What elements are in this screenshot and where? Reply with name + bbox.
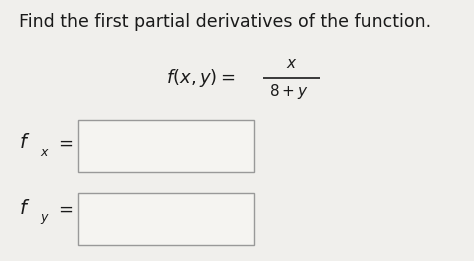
Text: $=$: $=$ [55, 200, 73, 218]
Text: $y$: $y$ [40, 212, 50, 226]
Text: $f(x, y) =$: $f(x, y) =$ [166, 67, 236, 89]
Text: Find the first partial derivatives of the function.: Find the first partial derivatives of th… [19, 13, 431, 31]
Text: $f$: $f$ [19, 133, 30, 152]
Text: $x$: $x$ [40, 146, 50, 159]
Text: $x$: $x$ [286, 56, 297, 72]
FancyBboxPatch shape [78, 120, 254, 172]
Text: $=$: $=$ [55, 133, 73, 151]
FancyBboxPatch shape [78, 193, 254, 245]
Text: $f$: $f$ [19, 199, 30, 218]
Text: $8 + y$: $8 + y$ [269, 82, 309, 101]
